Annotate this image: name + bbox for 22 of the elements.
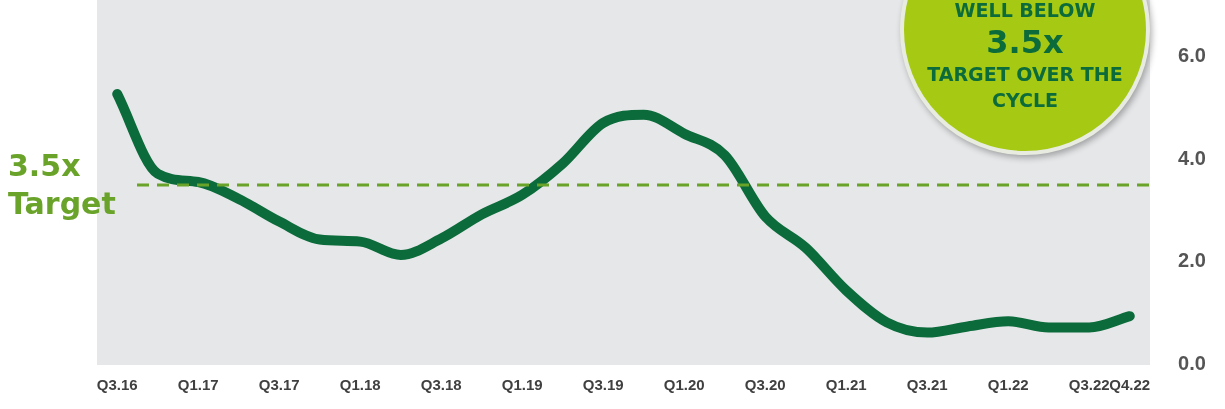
x-tick-label: Q1.17 — [177, 376, 219, 394]
y-tick-label: 6.0 — [1178, 43, 1206, 66]
x-tick-label: Q1.20 — [663, 376, 705, 394]
annotation: TARGET OVER THE CYCLE — [926, 62, 1124, 113]
x-tick-label: Q1.22 — [987, 376, 1029, 394]
y-tick-label: 2.0 — [1178, 249, 1206, 272]
x-tick-label: Q3.18 — [420, 376, 462, 394]
ref-line-label: 3.5x Target — [8, 147, 116, 221]
annotation: WELL BELOW — [953, 0, 1097, 23]
x-tick-label: Q1.18 — [339, 376, 381, 394]
x-tick-label: Q3.19 — [582, 376, 624, 394]
x-tick-label: Q3.17 — [258, 376, 300, 394]
x-tick-label: Q3.21 — [906, 376, 948, 394]
x-tick-label: Q3.22 — [1068, 376, 1110, 394]
x-tick-label: Q4.22 — [1109, 376, 1151, 394]
y-tick-label: 4.0 — [1178, 146, 1206, 169]
x-tick-label: Q3.20 — [744, 376, 786, 394]
x-tick-label: Q3.16 — [96, 376, 138, 394]
annotation: 3.5x — [985, 23, 1065, 61]
x-tick-label: Q1.21 — [825, 376, 867, 394]
y-tick-label: 0.0 — [1178, 352, 1206, 375]
x-tick-label: Q1.19 — [501, 376, 543, 394]
